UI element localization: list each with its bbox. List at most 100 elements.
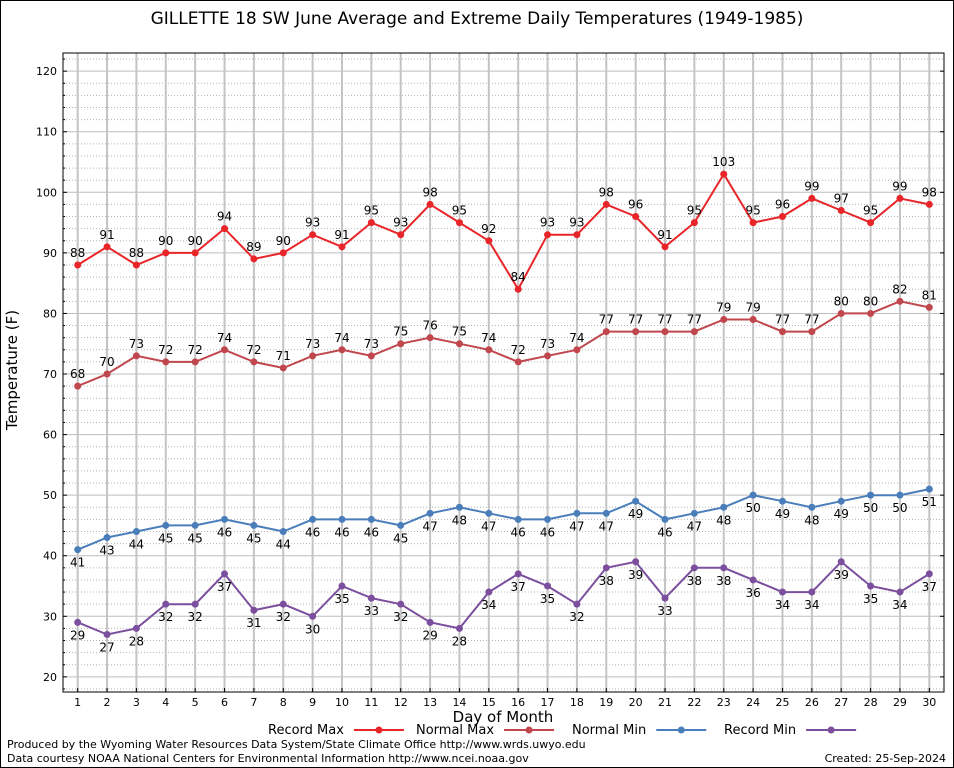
data-point [426, 200, 434, 208]
legend-swatch-marker [677, 726, 685, 734]
data-label: 29 [70, 628, 85, 642]
data-point [690, 328, 698, 336]
data-label: 75 [393, 325, 408, 339]
x-tick-label: 9 [309, 696, 316, 709]
data-point [338, 515, 346, 523]
data-label: 88 [70, 246, 85, 260]
credit-line-1: Produced by the Wyoming Water Resources … [7, 738, 586, 751]
series-line-record-max [77, 172, 930, 292]
data-label: 93 [393, 216, 408, 230]
x-tick-label: 13 [423, 696, 437, 709]
x-axis-label: Day of Month [453, 708, 554, 726]
data-label: 47 [687, 519, 702, 533]
data-point [778, 213, 786, 221]
x-tick-label: 19 [599, 696, 613, 709]
data-point [367, 352, 375, 360]
series-line-record-min [77, 560, 930, 636]
data-label: 46 [364, 525, 379, 539]
legend-label: Record Max [268, 723, 344, 738]
data-point [397, 600, 405, 608]
data-point [896, 491, 904, 499]
data-point [279, 249, 287, 257]
data-point [573, 600, 581, 608]
data-point [661, 594, 669, 602]
data-label: 74 [217, 331, 232, 345]
data-label: 75 [452, 325, 467, 339]
data-label: 28 [452, 634, 467, 648]
data-label: 46 [540, 525, 555, 539]
data-label: 46 [657, 525, 672, 539]
y-tick-label: 70 [43, 368, 57, 381]
legend: Record Max Normal Max Normal Min Record Min [268, 723, 857, 738]
data-point [896, 194, 904, 202]
data-label: 95 [745, 204, 760, 218]
data-point [367, 515, 375, 523]
data-label: 46 [334, 525, 349, 539]
data-label: 80 [834, 294, 849, 308]
data-point [74, 261, 82, 269]
data-point [925, 485, 933, 493]
data-label: 32 [569, 610, 584, 624]
created-date: Created: 25-Sep-2024 [824, 752, 946, 765]
data-label: 35 [334, 592, 349, 606]
data-point [720, 316, 728, 324]
data-point [632, 558, 640, 566]
data-label: 95 [687, 204, 702, 218]
data-point [749, 219, 757, 227]
data-label: 32 [158, 610, 173, 624]
data-label: 98 [422, 185, 437, 199]
x-tick-label: 15 [482, 696, 496, 709]
data-label: 72 [246, 343, 261, 357]
data-point [690, 219, 698, 227]
data-point [778, 497, 786, 505]
data-point [661, 515, 669, 523]
data-label: 79 [745, 301, 760, 315]
data-label: 45 [393, 531, 408, 545]
x-tick-label: 21 [658, 696, 672, 709]
data-label: 73 [129, 337, 144, 351]
data-label: 92 [481, 222, 496, 236]
data-label: 27 [99, 640, 114, 654]
legend-label: Record Min [724, 723, 796, 738]
x-tick-label: 2 [104, 696, 111, 709]
data-point [397, 521, 405, 529]
data-point [426, 509, 434, 517]
legend-label: Normal Min [572, 723, 646, 738]
data-label: 48 [716, 513, 731, 527]
data-label: 72 [158, 343, 173, 357]
x-tick-label: 27 [834, 696, 848, 709]
data-point [103, 630, 111, 638]
data-point [514, 515, 522, 523]
x-tick-label: 22 [687, 696, 701, 709]
data-label: 77 [599, 313, 614, 327]
data-label: 44 [276, 537, 291, 551]
data-label: 49 [775, 507, 790, 521]
data-point [162, 358, 170, 366]
data-label: 46 [305, 525, 320, 539]
data-label: 47 [481, 519, 496, 533]
data-point [250, 255, 258, 263]
data-label: 47 [569, 519, 584, 533]
series-layer [74, 170, 933, 638]
data-point [602, 564, 610, 572]
data-point [103, 243, 111, 251]
data-label: 98 [922, 185, 937, 199]
data-point [632, 497, 640, 505]
data-point [808, 328, 816, 336]
data-label: 97 [834, 191, 849, 205]
data-label: 73 [364, 337, 379, 351]
data-point [309, 352, 317, 360]
data-point [602, 328, 610, 336]
data-label: 31 [246, 616, 261, 630]
chart-title: GILLETTE 18 SW June Average and Extreme … [150, 9, 804, 29]
data-label: 74 [481, 331, 496, 345]
data-point [837, 206, 845, 214]
data-label: 34 [804, 598, 819, 612]
x-tick-label: 5 [192, 696, 199, 709]
data-label: 91 [334, 228, 349, 242]
data-label: 72 [511, 343, 526, 357]
data-label: 82 [892, 282, 907, 296]
data-point [426, 334, 434, 342]
x-tick-label: 17 [541, 696, 555, 709]
data-label: 33 [657, 604, 672, 618]
